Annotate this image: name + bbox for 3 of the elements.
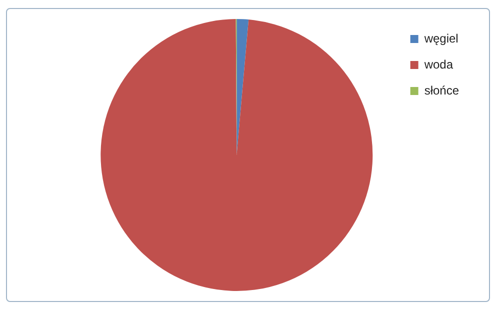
legend-label: słońce <box>424 83 460 98</box>
legend-label: węgiel <box>423 31 458 46</box>
legend-label: woda <box>423 57 454 72</box>
